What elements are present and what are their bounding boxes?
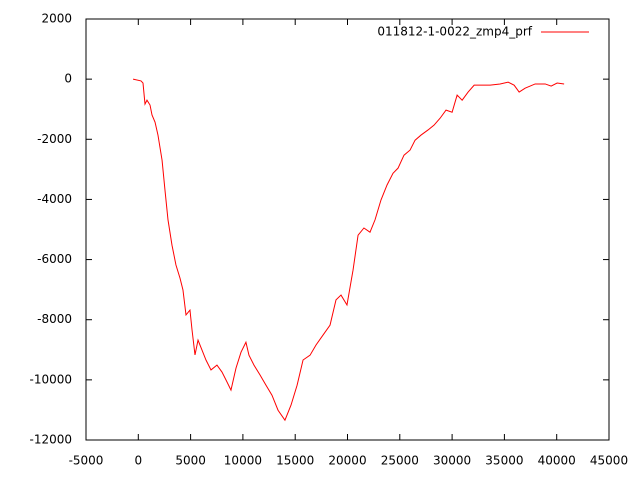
x-tick-label: 5000 <box>175 454 206 468</box>
y-tick-label: -4000 <box>37 192 72 206</box>
x-tick-label: 20000 <box>328 454 366 468</box>
y-tick-label: -6000 <box>37 252 72 266</box>
x-tick-label: 10000 <box>224 454 262 468</box>
x-tick-label: 40000 <box>538 454 576 468</box>
x-tick-label: 0 <box>134 454 142 468</box>
x-tick-label: 30000 <box>433 454 471 468</box>
x-tick-label: -5000 <box>69 454 104 468</box>
x-tick-label: 45000 <box>590 454 628 468</box>
y-tick-label: 0 <box>64 72 72 86</box>
x-tick-label: 15000 <box>276 454 314 468</box>
x-tick-label: 35000 <box>485 454 523 468</box>
y-tick-label: 2000 <box>41 12 72 26</box>
y-tick-label: -2000 <box>37 132 72 146</box>
plot-border <box>85 18 610 441</box>
y-tick-label: -8000 <box>37 312 72 326</box>
x-tick-label: 25000 <box>381 454 419 468</box>
data-line <box>132 78 565 422</box>
y-tick-label: -10000 <box>29 372 72 386</box>
y-tick-label: -12000 <box>29 433 72 447</box>
legend-label: 011812-1-0022_zmp4_prf <box>377 25 532 39</box>
